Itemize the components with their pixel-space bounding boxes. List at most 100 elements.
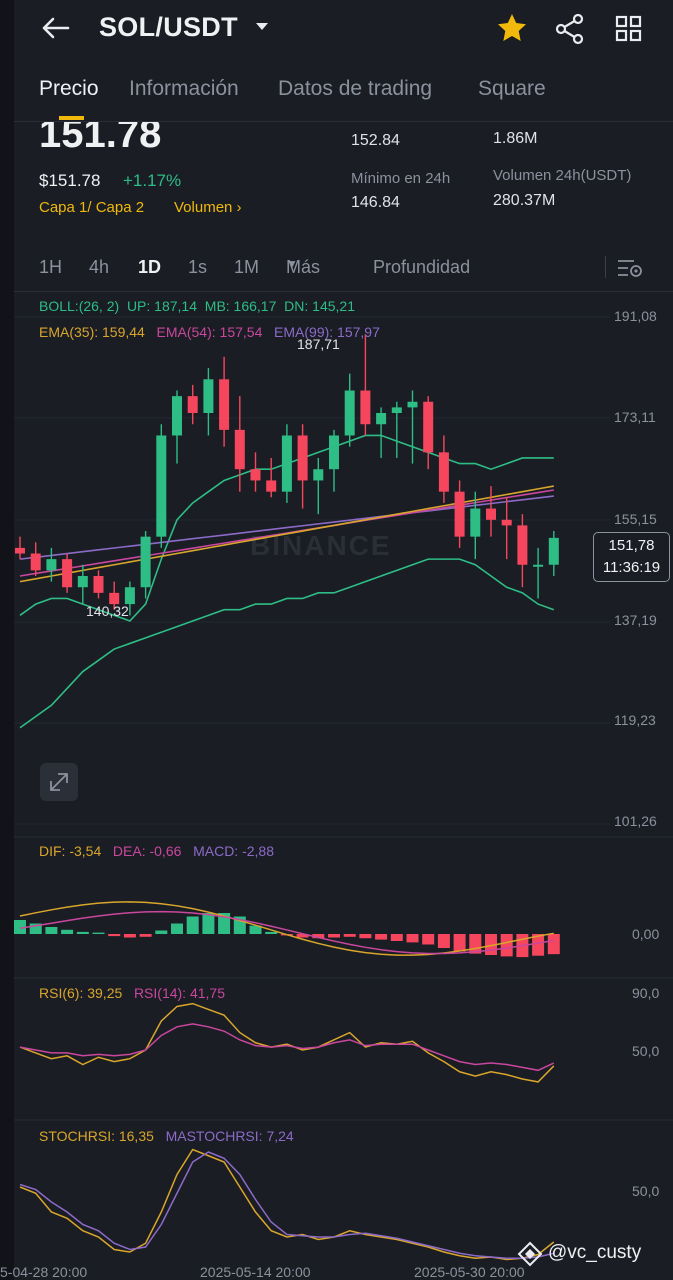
- macd-bar: [312, 934, 325, 939]
- macd-axis-label: 0,00: [632, 926, 660, 942]
- candle-body: [30, 553, 41, 571]
- binance-watermark: BINANCE: [250, 530, 392, 561]
- interval-1d[interactable]: 1D: [138, 257, 162, 277]
- volume-link[interactable]: Volumen ›: [174, 199, 242, 216]
- tab-datos-trading[interactable]: Datos de trading: [278, 77, 433, 100]
- candle-body: [187, 396, 198, 413]
- candle-body: [140, 536, 151, 588]
- left-edge: [0, 0, 14, 1280]
- rsi6-label: RSI(6): 39,25: [39, 985, 123, 1001]
- candle-body: [124, 587, 135, 605]
- candle-body: [470, 508, 481, 537]
- boll-mb: MB: 166,17: [204, 298, 277, 314]
- macd-bar: [45, 927, 58, 934]
- macd-bar: [218, 913, 231, 934]
- ema99-line: [19, 495, 554, 560]
- boll-params: BOLL:(26, 2): [39, 298, 120, 314]
- high-24h-value: 152.84: [351, 132, 400, 149]
- macd-bar: [123, 934, 136, 938]
- macd-bar: [249, 925, 262, 934]
- grid-menu-icon[interactable]: [615, 15, 643, 43]
- y-axis-label: 191,08: [614, 308, 657, 324]
- high-marker: 187,71: [297, 336, 340, 352]
- ema35-label: EMA(35): 159,44: [39, 324, 145, 340]
- macd-bar: [186, 916, 199, 934]
- ema-legend: EMA(35): 159,44 EMA(54): 157,54 EMA(99):…: [39, 324, 380, 340]
- share-icon[interactable]: [554, 13, 586, 45]
- macd-label: MACD: -2,88: [193, 843, 274, 859]
- expand-chart-button[interactable]: [40, 763, 78, 801]
- dif-line: [19, 901, 554, 956]
- macd-bar: [359, 934, 372, 939]
- macd-bar: [61, 929, 74, 934]
- star-icon[interactable]: [496, 12, 528, 44]
- macd-legend: DIF: -3,54 DEA: -0,66 MACD: -2,88: [39, 843, 274, 859]
- macd-bar: [422, 934, 435, 945]
- macd-bar: [390, 934, 403, 941]
- x-axis-label: 5-04-28 20:00: [0, 1264, 88, 1280]
- candlestick-chart[interactable]: BINANCE: [0, 292, 673, 1280]
- tab-precio[interactable]: Precio: [39, 77, 99, 100]
- chevron-down-icon[interactable]: [255, 22, 269, 32]
- rsi14-label: RSI(14): 41,75: [133, 985, 225, 1001]
- y-axis-label: 155,15: [614, 511, 657, 527]
- boll-dn: DN: 145,21: [284, 298, 355, 314]
- candle-body: [281, 435, 292, 492]
- chevron-right-icon: ›: [232, 199, 242, 216]
- candle-body: [517, 525, 528, 565]
- caret-down-icon: ▼: [286, 257, 298, 271]
- mastochrsi-line: [19, 1151, 554, 1259]
- interval-1h[interactable]: 1H: [39, 257, 63, 277]
- candle-body: [172, 396, 182, 436]
- pair-title[interactable]: SOL/USDT: [99, 12, 238, 42]
- macd-bar: [375, 934, 388, 940]
- x-axis-label: 2025-05-14 20:00: [200, 1264, 311, 1280]
- candle-body: [423, 401, 434, 453]
- rsi-axis-label: 50,0: [632, 1043, 660, 1059]
- candle-body: [93, 575, 104, 593]
- candle-body: [501, 519, 512, 526]
- candle-body: [234, 429, 245, 470]
- candle-countdown: 11:36:19: [602, 559, 661, 576]
- macd-bar: [453, 934, 466, 952]
- y-axis-label: 101,26: [614, 813, 657, 829]
- boll-legend: BOLL:(26, 2) UP: 187,14 MB: 166,17 DN: 1…: [39, 298, 355, 314]
- candle-body: [454, 491, 465, 537]
- volume-usdt-label: Volumen 24h(USDT): [493, 167, 632, 184]
- candle-body: [250, 469, 261, 481]
- macd-bar: [296, 934, 309, 938]
- current-price-tag[interactable]: 151,78 11:36:19: [593, 532, 670, 582]
- candle-body: [438, 452, 449, 492]
- macd-bar: [108, 934, 121, 937]
- current-price-value: 151,78: [608, 537, 655, 554]
- interval-4h[interactable]: 4h: [89, 257, 110, 277]
- candle-body: [203, 379, 214, 413]
- chart-settings-icon[interactable]: [616, 257, 644, 279]
- active-tab-indicator: [59, 116, 84, 120]
- macd-bar: [155, 930, 168, 934]
- candle-body: [156, 435, 167, 537]
- tab-informacion[interactable]: Información: [129, 77, 239, 100]
- macd-bar: [406, 934, 419, 943]
- x-axis-label: 2025-05-30 20:00: [414, 1264, 525, 1280]
- back-arrow-icon[interactable]: [40, 16, 70, 40]
- tab-divider: [14, 121, 673, 122]
- price-summary: 151.78: [0, 122, 673, 222]
- low-marker: 140,32: [86, 603, 129, 619]
- y-axis-label: 119,23: [614, 712, 656, 728]
- boll-lower: [19, 558, 555, 729]
- expand-icon: [50, 773, 68, 791]
- layers-link[interactable]: Capa 1/ Capa 2: [39, 199, 145, 216]
- low-24h-label: Mínimo en 24h: [351, 170, 451, 187]
- candle-body: [15, 547, 25, 554]
- interval-depth[interactable]: Profundidad: [373, 257, 471, 277]
- candle-body: [486, 508, 496, 520]
- mastochrsi-label: MASTOCHRSI: 7,24: [165, 1128, 294, 1144]
- last-price: 151.78: [39, 122, 162, 156]
- interval-1m[interactable]: 1M: [234, 257, 260, 277]
- tab-square[interactable]: Square: [478, 77, 546, 100]
- interval-1s[interactable]: 1s: [188, 257, 208, 277]
- macd-bar: [532, 934, 545, 956]
- rsi14-line: [19, 1023, 555, 1072]
- usd-price: $151.78: [39, 171, 101, 190]
